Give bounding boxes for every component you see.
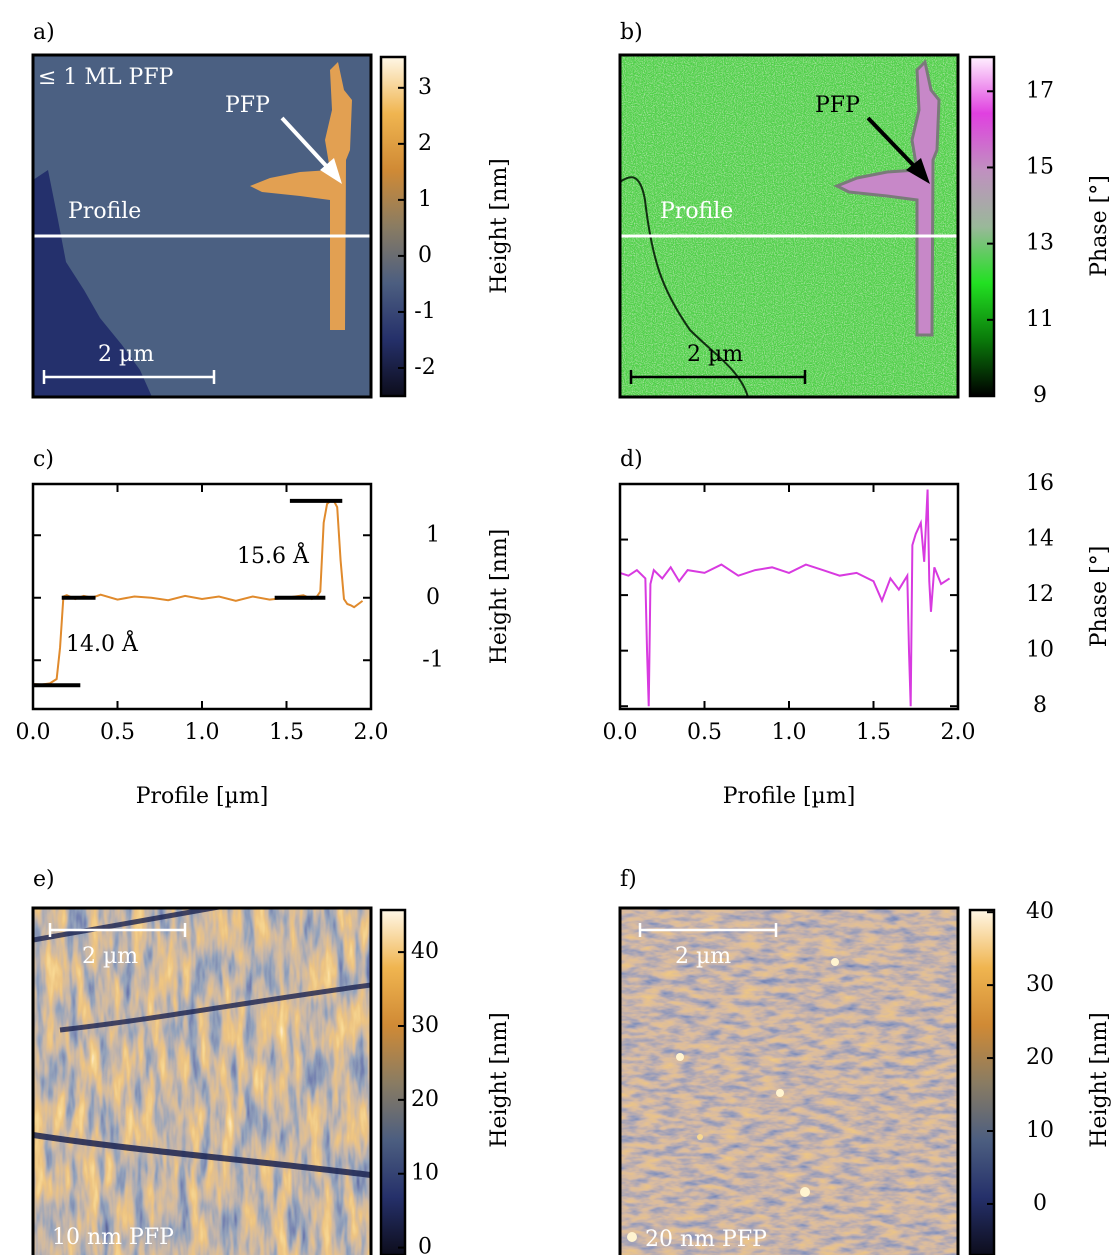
x-tick-label: 1.5	[269, 720, 304, 745]
panel-label: d)	[620, 447, 643, 472]
annotation: 20 nm PFP	[645, 1227, 767, 1252]
y-axis-label: Height [nm]	[487, 529, 512, 665]
x-tick-label: 0.5	[687, 720, 722, 745]
colorbar-label: Height [nm]	[1087, 1012, 1112, 1148]
afm-image	[33, 908, 371, 1255]
panel-label: a)	[33, 20, 55, 45]
scale-bar-label: 2 µm	[82, 944, 138, 969]
colorbar-tick-label: 2	[418, 131, 432, 156]
x-tick-label: 0.5	[100, 720, 135, 745]
annotation: Profile	[660, 199, 733, 224]
afm-image	[620, 908, 958, 1255]
annotation: PFP	[225, 93, 270, 118]
colorbar-tick-label: 0	[418, 243, 432, 268]
colorbar-tick-label: 13	[1026, 231, 1054, 256]
panel-label: c)	[33, 447, 54, 472]
scale-bar-label: 2 µm	[675, 944, 731, 969]
afm-image	[33, 55, 371, 397]
colorbar-label: Height [nm]	[487, 1012, 512, 1148]
colorbar-tick-label: 17	[1026, 78, 1054, 103]
x-tick-label: 1.0	[185, 720, 220, 745]
annotation: 10 nm PFP	[52, 1225, 174, 1250]
colorbar-tick-label: 30	[1026, 972, 1054, 997]
annotation: 14.0 Å	[66, 629, 139, 657]
colorbar-tick-label: 30	[411, 1013, 439, 1038]
colorbar-tick-label: 10	[411, 1161, 439, 1186]
annotation: PFP	[815, 93, 860, 118]
profile-line	[33, 499, 364, 686]
colorbar-tick-label: 0	[418, 1235, 432, 1255]
x-tick-label: 0.0	[603, 720, 638, 745]
colorbar-label: Height [nm]	[487, 158, 512, 294]
scale-bar-label: 2 µm	[687, 342, 743, 367]
colorbar-tick-label: 40	[411, 939, 439, 964]
y-axis-label: Phase [°]	[1087, 546, 1112, 648]
x-tick-label: 2.0	[354, 720, 389, 745]
colorbar-tick-label: 3	[418, 75, 432, 100]
colorbar-tick-label: 15	[1026, 154, 1054, 179]
colorbar-tick-label: -2	[414, 355, 435, 380]
frame	[31, 53, 373, 399]
colorbar-tick-label: 40	[1026, 899, 1054, 924]
x-tick-label: 1.0	[772, 720, 807, 745]
x-tick-label: 0.0	[16, 720, 51, 745]
colorbar	[968, 55, 996, 398]
x-axis-label: Profile [µm]	[136, 784, 269, 809]
y-tick-label: 8	[1033, 693, 1047, 718]
x-axis-label: Profile [µm]	[723, 784, 856, 809]
annotation: ≤ 1 ML PFP	[38, 65, 174, 90]
colorbar-label: Phase [°]	[1087, 175, 1112, 277]
afm-image	[620, 55, 958, 397]
colorbar-tick-label: 11	[1026, 307, 1054, 332]
colorbar-tick-label: 20	[1026, 1045, 1054, 1070]
y-tick-label: 14	[1026, 527, 1054, 552]
annotation: 15.6 Å	[237, 541, 310, 569]
y-tick-label: 0	[426, 585, 440, 610]
colorbar-tick-label: 0	[1033, 1191, 1047, 1216]
colorbar-tick-label: 20	[411, 1087, 439, 1112]
y-tick-label: -1	[422, 647, 443, 672]
panel-label: f)	[620, 867, 637, 892]
annotation: Profile	[68, 199, 141, 224]
colorbar-tick-label: -1	[414, 299, 435, 324]
frame	[31, 906, 373, 1255]
x-tick-label: 1.5	[856, 720, 891, 745]
profile-line	[620, 489, 951, 707]
colorbar-tick-label: 9	[1033, 383, 1047, 408]
panel-label: e)	[33, 867, 55, 892]
colorbar	[379, 55, 407, 398]
y-tick-label: 12	[1026, 582, 1054, 607]
y-tick-label: 16	[1026, 471, 1054, 496]
colorbar	[968, 908, 996, 1255]
scale-bar-label: 2 µm	[98, 342, 154, 367]
x-tick-label: 2.0	[941, 720, 976, 745]
frame	[618, 906, 960, 1255]
y-tick-label: 1	[426, 522, 440, 547]
plot-frame	[31, 482, 373, 711]
colorbar	[379, 908, 407, 1255]
colorbar-tick-label: 1	[418, 187, 432, 212]
frame	[618, 53, 960, 399]
panel-label: b)	[620, 20, 643, 45]
colorbar-tick-label: 10	[1026, 1118, 1054, 1143]
y-tick-label: 10	[1026, 638, 1054, 663]
plot-frame	[618, 482, 960, 711]
